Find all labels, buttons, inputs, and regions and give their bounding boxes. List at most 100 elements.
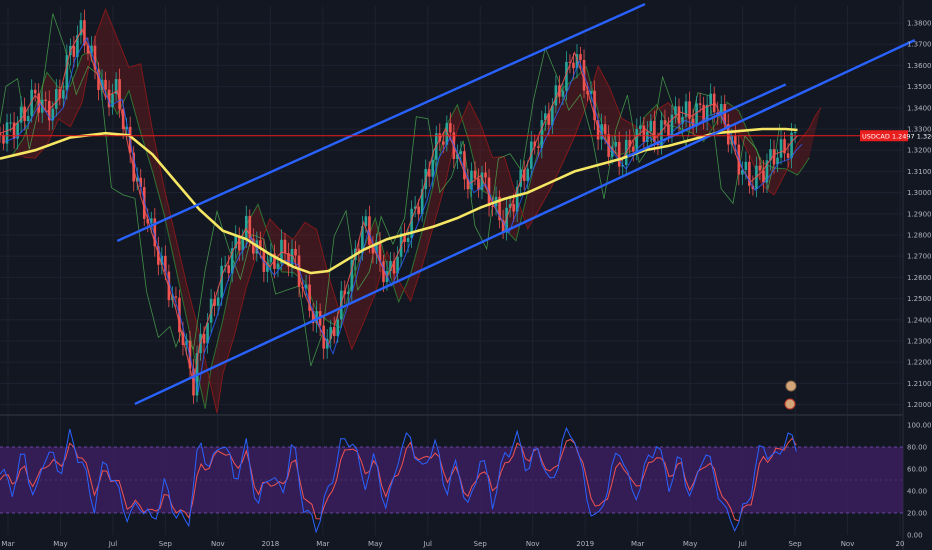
candle-body — [347, 291, 350, 295]
price-line-blue — [4, 36, 803, 393]
candle-body — [730, 135, 734, 145]
candle-body — [174, 296, 178, 298]
candle-body — [734, 135, 737, 145]
time-tick-label: May — [683, 540, 697, 548]
candle-body — [290, 248, 294, 267]
time-tick-label: Jul — [108, 540, 118, 548]
candle-body — [153, 218, 157, 247]
candle-body — [297, 255, 301, 287]
candle-body — [547, 113, 551, 125]
candle-body — [259, 240, 262, 250]
candle-body — [688, 101, 691, 119]
candle-body — [684, 101, 688, 117]
price-axis: 1.38000 1.37000 1.36000 1.35000 1.34000 1.330… — [907, 19, 932, 409]
candle-body — [329, 327, 333, 339]
candle-body — [216, 297, 220, 306]
candle-body — [287, 253, 290, 267]
candle-body — [2, 134, 5, 144]
candle-body — [420, 189, 424, 215]
candle-body — [37, 93, 40, 113]
candle-body — [213, 298, 216, 306]
candle-body — [670, 114, 674, 136]
price-tick-label: 1.27000 — [907, 253, 932, 261]
candle-body — [779, 139, 783, 158]
candle-body — [635, 128, 639, 152]
price-tick-label: 1.30000 — [907, 189, 932, 197]
candle-body — [748, 161, 751, 186]
candle-body — [459, 151, 463, 155]
candle-body — [568, 61, 572, 63]
candle-body — [382, 261, 385, 283]
candle-body — [311, 310, 315, 324]
time-tick-label: Sep — [788, 540, 802, 548]
stochastic-oscillator — [0, 426, 903, 534]
candle-body — [322, 325, 325, 349]
candle-body — [227, 265, 230, 274]
price-tag-label: USDCAD 1.2497 1.32680 — [862, 132, 932, 140]
candle-body — [427, 169, 431, 177]
candle-body — [691, 118, 695, 127]
candle-body — [628, 139, 632, 147]
oscillator-tick-label: 40.00 — [907, 488, 927, 496]
candle-body — [667, 124, 670, 136]
candle-body — [445, 123, 449, 145]
candle-body — [12, 122, 16, 139]
candle-body — [646, 131, 649, 142]
price-tick-label: 1.23000 — [907, 337, 932, 345]
candle-body — [220, 265, 223, 298]
candle-body — [406, 238, 410, 243]
candle-body — [456, 154, 459, 160]
candle-body — [142, 187, 146, 219]
candle-body — [603, 124, 607, 135]
candle-body — [361, 226, 364, 254]
candle-body — [565, 61, 568, 91]
candle-body — [473, 170, 477, 179]
time-tick-label: Nov — [211, 540, 225, 548]
candle-body — [702, 104, 705, 121]
earnings-icons[interactable] — [784, 380, 797, 410]
earnings-icon[interactable] — [785, 380, 797, 392]
candle-body — [621, 164, 625, 167]
candle-body — [762, 170, 765, 183]
candle-body — [649, 120, 653, 132]
trendline — [116, 2, 646, 243]
candle-body — [681, 116, 684, 124]
candle-body — [364, 216, 368, 227]
candle-body — [783, 139, 786, 154]
candle-body — [712, 93, 716, 113]
candle-body — [413, 206, 417, 209]
candle-body — [332, 327, 336, 337]
candle-body — [5, 122, 9, 144]
price-tick-label: 1.33000 — [907, 125, 932, 133]
candle-body — [378, 242, 382, 262]
candle-body — [642, 125, 646, 142]
candle-body — [554, 85, 558, 106]
dividend-icon[interactable] — [784, 398, 796, 410]
candle-body — [375, 242, 378, 254]
trendline — [626, 83, 787, 158]
candle-body — [252, 238, 255, 254]
candle-body — [33, 89, 37, 94]
candle-body — [237, 235, 241, 251]
candle-body — [111, 93, 114, 108]
candle-body — [744, 161, 748, 171]
candle-body — [695, 103, 698, 127]
candle-body — [508, 204, 512, 208]
trendline — [134, 39, 916, 406]
price-tick-label: 1.22000 — [907, 359, 932, 367]
candle-body — [660, 120, 663, 145]
candle-body — [726, 124, 730, 145]
candle-body — [470, 170, 473, 190]
time-tick-label: Nov — [841, 540, 855, 548]
candle-body — [705, 104, 709, 121]
candle-body — [441, 141, 445, 145]
candle-body — [737, 144, 741, 175]
candle-body — [389, 260, 392, 272]
candle-body — [515, 186, 519, 212]
price-tag: USDCAD 1.2497 1.32680 — [860, 130, 932, 142]
time-tick-label: May — [53, 540, 67, 548]
candle-body — [723, 104, 727, 125]
candle-body — [579, 54, 582, 61]
candle-body — [617, 142, 621, 167]
